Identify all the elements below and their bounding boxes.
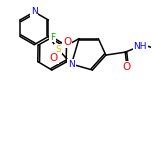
Text: O: O xyxy=(50,53,58,63)
Text: NH: NH xyxy=(133,42,147,51)
Text: O: O xyxy=(123,62,131,72)
Text: N: N xyxy=(68,60,75,69)
Text: S: S xyxy=(55,45,61,54)
Text: F: F xyxy=(50,33,55,42)
Text: N: N xyxy=(31,7,38,16)
Text: O: O xyxy=(63,37,71,47)
